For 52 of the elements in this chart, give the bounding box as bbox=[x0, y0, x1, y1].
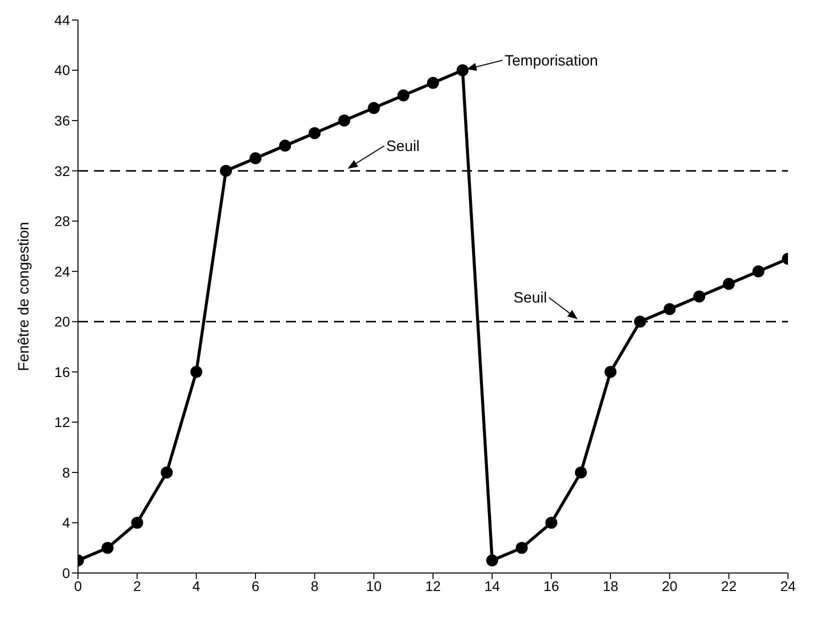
point bbox=[102, 542, 114, 554]
annotation: Temporisation bbox=[504, 52, 598, 70]
point bbox=[279, 140, 292, 152]
y-tick-label: 4 bbox=[62, 514, 70, 531]
x-tick-label: 0 bbox=[74, 578, 82, 594]
point bbox=[220, 164, 232, 177]
point bbox=[250, 152, 262, 164]
point bbox=[397, 89, 410, 102]
annotation: Seuil bbox=[386, 138, 420, 155]
x-tick-label: 2 bbox=[133, 578, 142, 594]
x-tick-label: 4 bbox=[192, 578, 200, 594]
point bbox=[131, 516, 144, 529]
y-tick-label: 32 bbox=[54, 162, 70, 179]
y-tick-label: 20 bbox=[54, 314, 70, 330]
point bbox=[308, 127, 321, 140]
annotation: Seuil bbox=[514, 290, 547, 307]
point bbox=[722, 278, 735, 290]
y-tick-label: 0 bbox=[62, 564, 70, 581]
point bbox=[190, 366, 202, 378]
y-tick-label: 28 bbox=[54, 213, 70, 230]
point bbox=[574, 466, 587, 478]
point bbox=[664, 303, 676, 316]
point bbox=[545, 516, 558, 529]
y-tick-label: 24 bbox=[54, 263, 70, 280]
x-tick-label: 14 bbox=[484, 578, 500, 594]
point bbox=[516, 542, 528, 554]
point bbox=[456, 64, 469, 76]
x-tick-label: 24 bbox=[780, 578, 796, 594]
y-tick-label: 12 bbox=[54, 414, 70, 430]
y-tick-label: 16 bbox=[54, 364, 70, 380]
y-tick-label: 36 bbox=[54, 112, 70, 129]
x-tick-label: 12 bbox=[425, 578, 441, 594]
x-tick-label: 6 bbox=[252, 578, 260, 594]
x-tick-label: 10 bbox=[366, 578, 382, 594]
point bbox=[752, 265, 764, 278]
y-tick-label: 40 bbox=[54, 62, 70, 78]
x-tick-label: 8 bbox=[310, 578, 319, 594]
y-tick-label: 8 bbox=[62, 464, 70, 480]
point bbox=[486, 554, 498, 566]
point bbox=[693, 290, 706, 302]
point bbox=[368, 102, 380, 114]
y-tick-label: 44 bbox=[54, 12, 70, 28]
x-tick-label: 18 bbox=[602, 578, 618, 594]
point bbox=[427, 76, 439, 89]
point bbox=[634, 316, 646, 328]
point bbox=[338, 114, 350, 127]
x-tick-label: 20 bbox=[662, 578, 678, 594]
x-tick-label: 22 bbox=[721, 578, 737, 594]
point bbox=[604, 366, 616, 378]
point bbox=[160, 466, 173, 478]
x-tick-label: 16 bbox=[544, 578, 560, 594]
y-axis-title: Fenêtre de congestion bbox=[15, 222, 32, 372]
